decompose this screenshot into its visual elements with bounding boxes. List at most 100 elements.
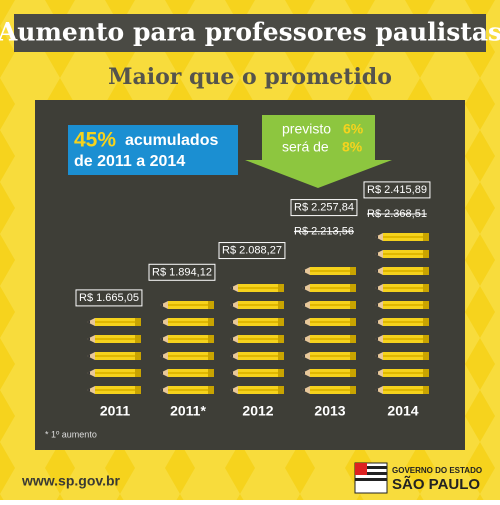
pencil-tip — [230, 284, 238, 292]
title: Aumento para professores paulistas — [0, 18, 500, 47]
pencil-lead — [302, 303, 305, 307]
pencil-stripe — [310, 372, 350, 374]
pencil-lead — [87, 388, 90, 392]
pencil-end — [278, 335, 284, 343]
pencil-tip — [375, 301, 383, 309]
pencil-stripe — [310, 355, 350, 357]
pencil-end — [208, 301, 214, 309]
pencil-lead — [87, 337, 90, 341]
x-tick-label: 2012 — [242, 403, 273, 419]
value-label: R$ 2.415,89 — [367, 184, 427, 196]
pencil-end — [423, 318, 429, 326]
pencil-stripe — [383, 253, 423, 255]
pencil-tip — [160, 301, 168, 309]
pencil-lead — [302, 320, 305, 324]
pencil-end — [278, 301, 284, 309]
pencil-stripe — [383, 270, 423, 272]
pencil-stripe — [95, 389, 135, 391]
pencil-tip — [375, 318, 383, 326]
pencil-tip — [160, 386, 168, 394]
arrow-value: 6% — [343, 121, 364, 137]
pencil-lead — [302, 269, 305, 273]
pencil-end — [278, 284, 284, 292]
pencil-stripe — [310, 304, 350, 306]
pencil-tip — [160, 318, 168, 326]
pencil-end — [278, 352, 284, 360]
pencil-end — [423, 284, 429, 292]
pencil-end — [278, 318, 284, 326]
pencil-stripe — [310, 270, 350, 272]
pencil-stack — [160, 301, 214, 394]
pencil-lead — [302, 337, 305, 341]
pencil-tip — [87, 369, 95, 377]
pencil-stripe — [310, 389, 350, 391]
value-label: R$ 1.894,12 — [152, 266, 212, 278]
pencil-lead — [160, 388, 163, 392]
pencil-stack — [302, 267, 356, 394]
pencil-lead — [375, 252, 378, 256]
pencil-end — [350, 369, 356, 377]
value-label-box — [290, 199, 358, 217]
pencil-end — [208, 335, 214, 343]
pencil-lead — [375, 235, 378, 239]
pencil-lead — [87, 371, 90, 375]
pencil-stack — [230, 284, 284, 394]
pencil-tip — [375, 352, 383, 360]
pencil-lead — [230, 303, 233, 307]
pencil-end — [135, 386, 141, 394]
arrow-text: previsto — [282, 121, 331, 137]
pencil-end — [135, 352, 141, 360]
callout-text: acumulados — [125, 132, 218, 149]
value-label-box — [363, 181, 431, 199]
pencil-lead — [230, 337, 233, 341]
pencil-stack — [87, 318, 141, 394]
logo-text: GOVERNO DO ESTADO — [392, 466, 482, 475]
pencil-lead — [302, 354, 305, 358]
pencil-tip — [87, 318, 95, 326]
pencil-tip — [230, 335, 238, 343]
value-label: R$ 2.088,27 — [222, 245, 282, 257]
pencil-stripe — [168, 321, 208, 323]
value-label-box — [148, 263, 216, 281]
pencil-lead — [375, 354, 378, 358]
pencil-lead — [375, 269, 378, 273]
pencil-stripe — [95, 321, 135, 323]
pencil-lead — [230, 320, 233, 324]
pencil-tip — [302, 386, 310, 394]
pencil-stripe — [95, 355, 135, 357]
pencil-stripe — [383, 389, 423, 391]
pencil-end — [350, 284, 356, 292]
pencil-stripe — [168, 338, 208, 340]
pencil-tip — [230, 386, 238, 394]
pencil-stripe — [383, 287, 423, 289]
pencil-tip — [302, 318, 310, 326]
pencil-stripe — [383, 304, 423, 306]
pencil-stripe — [168, 355, 208, 357]
x-tick-label: 2011 — [100, 403, 131, 419]
pencil-end — [278, 386, 284, 394]
pencil-tip — [302, 369, 310, 377]
pencil-stripe — [95, 338, 135, 340]
pencil-stripe — [383, 372, 423, 374]
pencil-tip — [302, 301, 310, 309]
pencil-stripe — [238, 287, 278, 289]
pencil-tip — [160, 369, 168, 377]
logo-text: SÃO PAULO — [392, 475, 480, 493]
footnote: * 1º aumento — [45, 429, 97, 439]
pencil-tip — [230, 301, 238, 309]
pencil-end — [350, 352, 356, 360]
pencil-stripe — [383, 321, 423, 323]
x-tick-label: 2013 — [314, 403, 345, 419]
pencil-tip — [87, 386, 95, 394]
pencil-lead — [230, 286, 233, 290]
pencil-stripe — [383, 338, 423, 340]
pencil-tip — [87, 352, 95, 360]
logo-stripe — [355, 466, 387, 469]
subtitle: Maior que o prometido — [108, 64, 392, 90]
pencil-tip — [160, 335, 168, 343]
logo-square — [355, 463, 367, 475]
pencil-tip — [230, 369, 238, 377]
pencil-lead — [160, 371, 163, 375]
callout-highlight: 45% — [74, 129, 116, 152]
url: www.sp.gov.br — [21, 473, 121, 489]
